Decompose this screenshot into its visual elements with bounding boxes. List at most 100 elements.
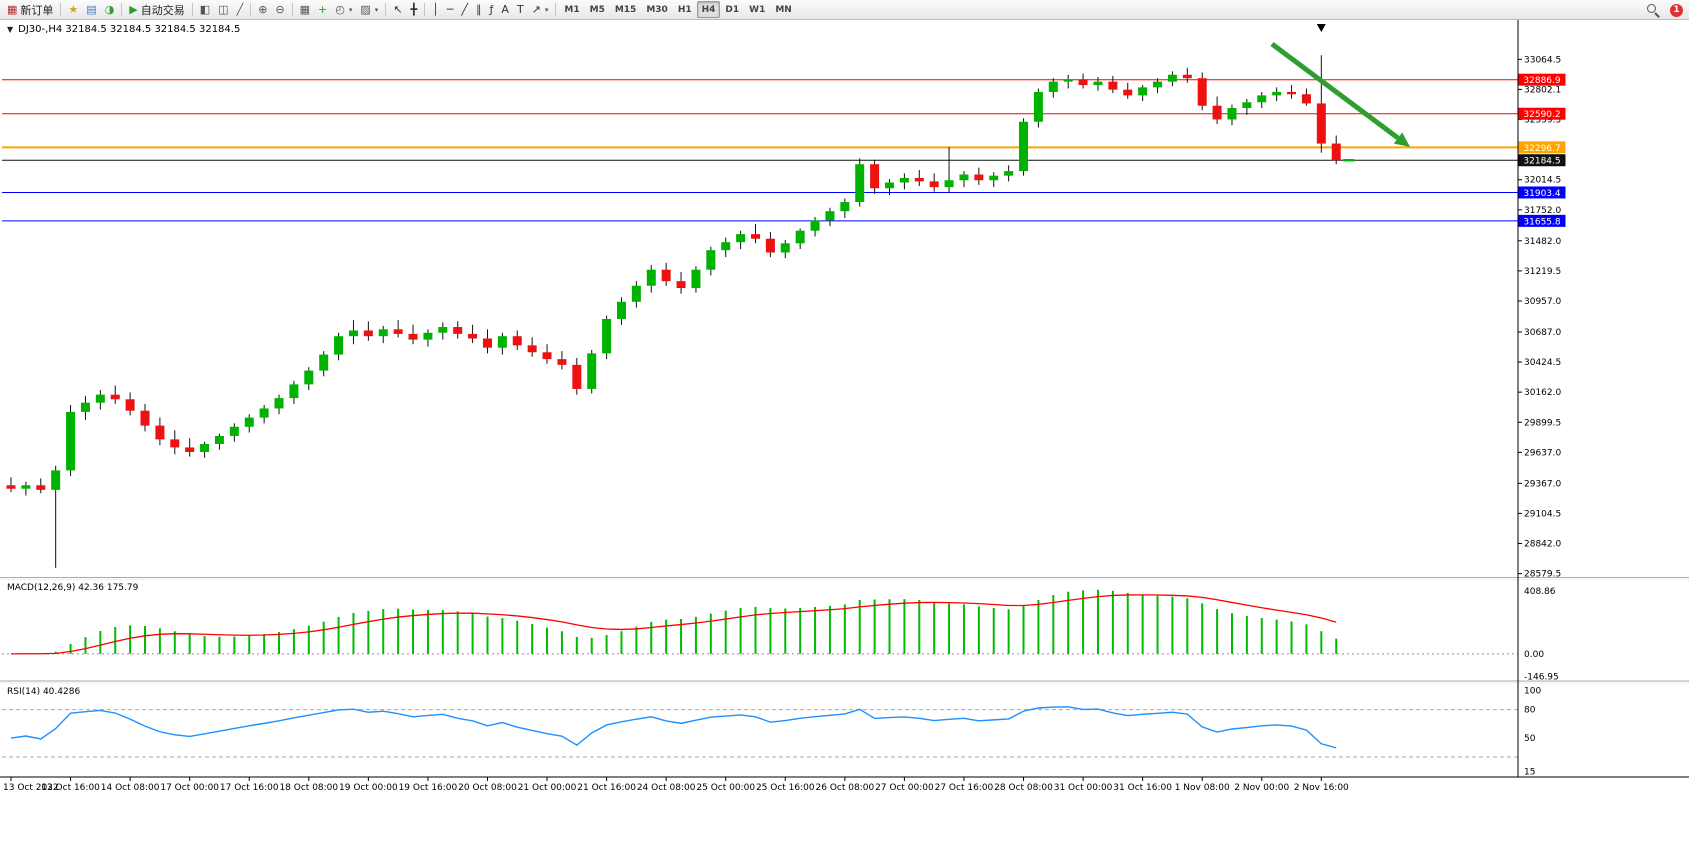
svg-text:32886.9: 32886.9 [1523, 76, 1560, 86]
periods-button[interactable]: ◴ ▾ [331, 0, 356, 19]
line-chart-icon: ╱ [236, 3, 244, 16]
crosshair-icon: ╋ [410, 3, 418, 16]
search-icon[interactable] [1646, 3, 1660, 17]
toolbar-separator [424, 3, 426, 16]
svg-text:33064.5: 33064.5 [1524, 55, 1561, 65]
svg-text:29637.0: 29637.0 [1524, 448, 1561, 458]
fibonacci-icon: ƒ [489, 3, 494, 16]
svg-text:-146.95: -146.95 [1524, 672, 1559, 682]
svg-text:29899.5: 29899.5 [1524, 418, 1561, 428]
auto-trading-button[interactable]: ▶ 自动交易 [125, 0, 188, 19]
fibonacci-button[interactable]: ƒ [486, 0, 498, 19]
indicators-button[interactable]: + [314, 0, 331, 19]
cursor-button[interactable]: ↖ [389, 0, 406, 19]
tile-windows-icon: ▦ [299, 3, 311, 16]
zoom-out-icon: ⊖ [275, 3, 285, 16]
timeframe-button-mn[interactable]: MN [775, 4, 792, 15]
svg-text:18 Oct 08:00: 18 Oct 08:00 [279, 783, 338, 793]
svg-text:408.86: 408.86 [1524, 587, 1556, 597]
timeframe-button-m1[interactable]: M1 [564, 4, 580, 15]
refresh-button[interactable]: ◑ [101, 0, 119, 19]
zoom-out-button[interactable]: ⊖ [271, 0, 288, 19]
svg-text:20 Oct 08:00: 20 Oct 08:00 [458, 783, 517, 793]
notification-badge[interactable]: 1 [1670, 3, 1683, 17]
svg-text:27 Oct 16:00: 27 Oct 16:00 [935, 783, 994, 793]
svg-text:25 Oct 16:00: 25 Oct 16:00 [756, 783, 815, 793]
periods-icon: ◴ [335, 3, 345, 16]
bar-chart-icon: ◧ [199, 3, 211, 16]
svg-text:31219.5: 31219.5 [1524, 267, 1561, 277]
svg-text:31752.0: 31752.0 [1524, 206, 1561, 216]
svg-text:30424.5: 30424.5 [1524, 358, 1561, 368]
trendline-icon: ╱ [461, 3, 469, 16]
svg-text:32014.5: 32014.5 [1524, 176, 1561, 186]
svg-text:2 Nov 00:00: 2 Nov 00:00 [1234, 783, 1289, 793]
svg-text:2 Nov 16:00: 2 Nov 16:00 [1294, 783, 1349, 793]
dropdown-caret-icon: ▾ [348, 5, 353, 14]
templates-icon: ▨ [360, 3, 371, 16]
templates-button[interactable]: ▨ ▾ [356, 0, 382, 19]
trendline-button[interactable]: ╱ [457, 0, 472, 19]
svg-text:32296.7: 32296.7 [1523, 144, 1560, 154]
toolbar-separator [60, 3, 62, 16]
svg-text:1 Nov 08:00: 1 Nov 08:00 [1175, 783, 1230, 793]
auto-trading-label: 自动交易 [140, 3, 185, 17]
svg-text:0.00: 0.00 [1524, 650, 1544, 660]
equidistant-channel-button[interactable]: ∥ [472, 0, 486, 19]
new-order-icon: ▦ [7, 3, 18, 16]
refresh-icon: ◑ [104, 3, 115, 16]
equidistant-channel-icon: ∥ [476, 3, 482, 16]
svg-text:31 Oct 00:00: 31 Oct 00:00 [1054, 783, 1113, 793]
zoom-in-button[interactable]: ⊕ [254, 0, 271, 19]
horizontal-line-button[interactable]: ─ [443, 0, 458, 19]
svg-text:32539.5: 32539.5 [1524, 116, 1561, 126]
text-icon: A [501, 3, 509, 16]
svg-text:21 Oct 16:00: 21 Oct 16:00 [577, 783, 636, 793]
svg-text:31482.0: 31482.0 [1524, 237, 1561, 247]
timeframe-button-h1[interactable]: H1 [677, 4, 692, 15]
svg-text:50: 50 [1524, 734, 1536, 744]
arrows-button[interactable]: ↗ ▾ [528, 0, 553, 19]
favorites-button[interactable]: ★ [64, 0, 82, 19]
new-order-button[interactable]: ▦ 新订单 [3, 0, 57, 19]
timeframe-button-m30[interactable]: M30 [646, 4, 668, 15]
svg-text:13 Oct 16:00: 13 Oct 16:00 [41, 783, 100, 793]
toolbar-separator [385, 3, 387, 16]
toolbar-separator [291, 3, 293, 16]
tile-windows-button[interactable]: ▦ [296, 0, 314, 19]
rsi-indicator-label: RSI(14) 40.4286 [7, 687, 81, 697]
toolbar-separator [191, 3, 193, 16]
svg-text:32590.2: 32590.2 [1523, 110, 1560, 120]
chart-window-button[interactable]: ▤ [82, 0, 100, 19]
line-chart-button[interactable]: ╱ [233, 0, 248, 19]
timeframe-button-m5[interactable]: M5 [589, 4, 605, 15]
indicators-icon: + [318, 3, 328, 16]
toolbar-right-group: 1 [1646, 3, 1683, 17]
zoom-in-icon: ⊕ [258, 3, 268, 16]
timeframe-button-m15[interactable]: M15 [614, 4, 637, 15]
candlestick-chart-button[interactable]: ◫ [214, 0, 232, 19]
svg-text:17 Oct 16:00: 17 Oct 16:00 [220, 783, 279, 793]
crosshair-button[interactable]: ╋ [407, 0, 422, 19]
svg-text:28 Oct 08:00: 28 Oct 08:00 [994, 783, 1053, 793]
svg-text:29104.5: 29104.5 [1524, 509, 1561, 519]
chart-header: ▼ DJ30-,H4 32184.5 32184.5 32184.5 32184… [7, 24, 240, 35]
text-button[interactable]: A [497, 0, 513, 19]
svg-text:31903.4: 31903.4 [1523, 189, 1560, 199]
auto-trading-icon: ▶ [129, 3, 138, 16]
one-click-trading-toggle-icon[interactable]: ▼ [7, 25, 14, 34]
timeframe-button-w1[interactable]: W1 [749, 4, 766, 15]
dropdown-caret-icon: ▾ [544, 5, 549, 14]
svg-text:32184.5: 32184.5 [1523, 157, 1560, 167]
svg-text:30957.0: 30957.0 [1524, 297, 1561, 307]
timeframe-button-d1[interactable]: D1 [725, 4, 740, 15]
bar-chart-button[interactable]: ◧ [196, 0, 214, 19]
vertical-line-button[interactable]: │ [428, 0, 443, 19]
text-label-button[interactable]: T [513, 0, 528, 19]
timeframe-button-h4[interactable]: H4 [696, 1, 721, 18]
svg-text:19 Oct 16:00: 19 Oct 16:00 [399, 783, 458, 793]
svg-text:19 Oct 00:00: 19 Oct 00:00 [339, 783, 398, 793]
toolbar-separator [250, 3, 252, 16]
macd-indicator-label: MACD(12,26,9) 42.36 175.79 [7, 583, 139, 593]
